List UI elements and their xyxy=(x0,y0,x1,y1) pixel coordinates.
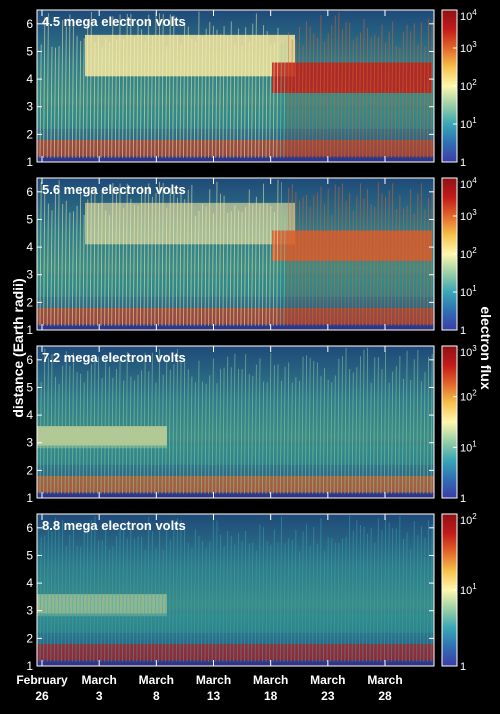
y-tick-label: 1 xyxy=(26,155,33,169)
panel-2: 1 2 3 4 5 6 5.6 mega electron volts 1 101 102 103 1… xyxy=(26,176,477,337)
y-tick-label: 5 xyxy=(26,212,33,226)
x-tick-label-day: 3 xyxy=(96,689,103,703)
panel-title: 5.6 mega electron volts xyxy=(42,182,186,197)
y-tick-label: 6 xyxy=(26,185,33,199)
y-tick-label: 4 xyxy=(26,240,33,254)
x-tick-label-month: February xyxy=(16,673,68,687)
heatmap-area-4 xyxy=(37,514,434,666)
x-tick-label-day: 23 xyxy=(321,689,335,703)
inner-belt-band xyxy=(37,475,434,493)
y-tick-label: 1 xyxy=(26,659,33,673)
panel-4: 1 2 3 4 5 6 8.8 mega electron volts 1 101 102 xyxy=(26,512,477,673)
y-tick-label: 4 xyxy=(26,72,33,86)
y-tick-label: 4 xyxy=(26,576,33,590)
x-tick-label-day: 28 xyxy=(378,689,392,703)
panel-frame xyxy=(36,177,435,331)
y-tick-label: 5 xyxy=(26,44,33,58)
orbit-stripes xyxy=(39,11,433,158)
x-tick-label-month: March xyxy=(310,673,345,687)
y-tick-label: 4 xyxy=(26,408,33,422)
y-tick-label: 3 xyxy=(26,604,33,618)
inner-belt-band xyxy=(37,643,434,661)
heatmap-area-3 xyxy=(37,346,434,498)
y-tick-label: 5 xyxy=(26,548,33,562)
y-tick-label: 3 xyxy=(26,268,33,282)
colorbar-tick-label: 101 xyxy=(460,284,477,299)
y-tick-label: 2 xyxy=(26,127,33,141)
x-tick-label-month: March xyxy=(81,673,116,687)
colorbar-tick-label: 101 xyxy=(460,116,477,131)
heatmap-area-2 xyxy=(37,178,434,330)
x-tick-label-month: March xyxy=(196,673,231,687)
colorbar-tick-label: 1 xyxy=(460,661,466,673)
orbit-stripes xyxy=(39,515,433,662)
y-axis-label: distance (Earth radii) xyxy=(10,278,26,418)
colorbar-tick-label: 102 xyxy=(460,512,477,527)
x-tick-label-month: March xyxy=(367,673,402,687)
panel-frame xyxy=(36,513,435,667)
y-tick-label: 1 xyxy=(26,323,33,337)
inner-belt-band xyxy=(37,307,434,325)
panel-title: 8.8 mega electron volts xyxy=(42,518,186,533)
x-tick-label-month: March xyxy=(139,673,174,687)
colorbar-tick-label: 103 xyxy=(460,208,477,223)
colorbar-tick-label: 104 xyxy=(460,176,477,191)
y-tick-label: 6 xyxy=(26,17,33,31)
panel-frame xyxy=(36,9,435,163)
inner-belt-band xyxy=(37,139,434,157)
panel-3: 1 2 3 4 5 6 7.2 mega electron volts 1 101 102 103 xyxy=(26,344,477,505)
colorbar-tick-label: 103 xyxy=(460,344,477,359)
colorbar-tick-label: 102 xyxy=(460,246,477,261)
y-tick-label: 5 xyxy=(26,380,33,394)
y-tick-label: 6 xyxy=(26,353,33,367)
colorbar-tick-label: 1 xyxy=(460,325,466,337)
y-tick-label: 6 xyxy=(26,521,33,535)
x-tick-label-day: 13 xyxy=(207,689,221,703)
heatmap-area-1 xyxy=(37,10,434,162)
colorbar-tick-label: 101 xyxy=(460,439,477,454)
panel-1: 1 2 3 4 5 6 4.5 mega electron volts 1 101 102 103 1… xyxy=(26,8,477,169)
colorbar-label: electron flux xyxy=(478,306,494,390)
y-tick-label: 2 xyxy=(26,295,33,309)
colorbar-tick-label: 1 xyxy=(460,157,466,169)
colorbar xyxy=(441,345,458,499)
x-tick-label-day: 8 xyxy=(153,689,160,703)
panel-title: 7.2 mega electron volts xyxy=(42,350,186,365)
x-tick-label-day: 26 xyxy=(35,689,49,703)
panel-title: 4.5 mega electron volts xyxy=(42,14,186,29)
x-tick-label-day: 18 xyxy=(264,689,278,703)
x-tick-label-month: March xyxy=(253,673,288,687)
orbit-stripes xyxy=(39,179,433,326)
y-tick-label: 1 xyxy=(26,491,33,505)
orbit-stripes xyxy=(39,347,433,494)
enhanced-flux-region xyxy=(272,230,432,261)
colorbar-tick-label: 102 xyxy=(460,389,477,404)
colorbar-tick-label: 102 xyxy=(460,78,477,93)
colorbar-tick-label: 1 xyxy=(460,493,466,505)
y-tick-label: 3 xyxy=(26,100,33,114)
colorbar-tick-label: 104 xyxy=(460,8,477,23)
y-tick-label: 2 xyxy=(26,631,33,645)
y-tick-label: 3 xyxy=(26,436,33,450)
y-tick-label: 2 xyxy=(26,463,33,477)
colorbar-tick-label: 101 xyxy=(460,582,477,597)
panel-frame xyxy=(36,345,435,499)
x-axis: February 26 March 3 March 8 March 13 March 18 Marc… xyxy=(16,673,402,703)
colorbar-tick-label: 103 xyxy=(460,40,477,55)
